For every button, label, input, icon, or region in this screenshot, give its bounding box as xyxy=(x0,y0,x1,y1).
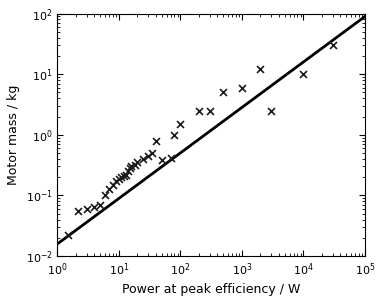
Point xyxy=(110,182,116,187)
Y-axis label: Motor mass / kg: Motor mass / kg xyxy=(7,85,20,185)
X-axis label: Power at peak efficiency / W: Power at peak efficiency / W xyxy=(122,283,300,296)
Point xyxy=(121,173,127,178)
Point xyxy=(239,85,245,90)
Point xyxy=(128,164,134,169)
Point xyxy=(113,179,119,184)
Point xyxy=(153,138,159,143)
Point xyxy=(268,108,274,113)
Point xyxy=(118,175,125,180)
Point xyxy=(131,162,138,167)
Point xyxy=(134,160,141,165)
Point xyxy=(127,166,133,171)
Point xyxy=(149,151,155,155)
Point xyxy=(145,153,151,158)
Point xyxy=(102,193,108,198)
Point xyxy=(106,186,112,191)
Point xyxy=(220,90,227,95)
Point xyxy=(177,122,183,127)
Point xyxy=(123,172,129,177)
Point xyxy=(300,72,306,77)
Point xyxy=(65,233,71,238)
Point xyxy=(207,108,213,113)
Point xyxy=(140,156,146,161)
Point xyxy=(330,43,336,48)
Point xyxy=(159,158,165,163)
Point xyxy=(196,108,202,113)
Point xyxy=(116,176,122,181)
Point xyxy=(172,132,178,137)
Point xyxy=(91,204,97,209)
Point xyxy=(257,67,264,72)
Point xyxy=(168,155,174,160)
Point xyxy=(97,202,104,207)
Point xyxy=(75,209,81,214)
Point xyxy=(125,169,131,174)
Point xyxy=(84,206,90,211)
